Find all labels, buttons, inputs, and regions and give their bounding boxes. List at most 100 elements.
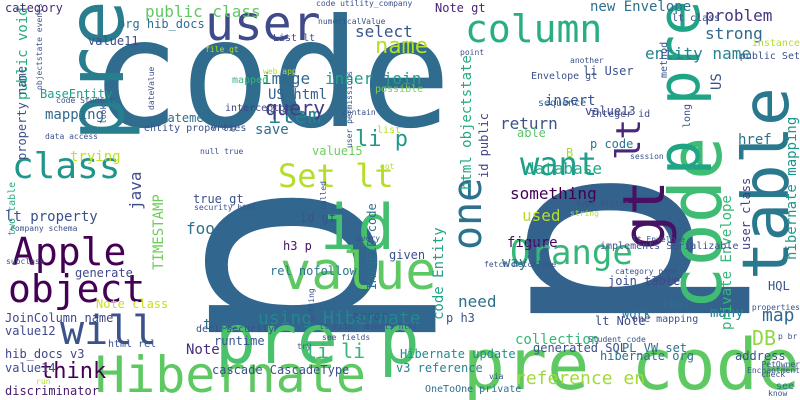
cloud-word: p pre <box>650 0 708 175</box>
cloud-word: possible <box>375 85 423 95</box>
cloud-word: value11 <box>88 35 139 47</box>
cloud-word: web app <box>263 68 297 76</box>
cloud-word: Set lt <box>278 160 394 192</box>
cloud-word: save <box>255 123 289 137</box>
cloud-word: another <box>570 57 604 65</box>
cloud-word: select <box>355 24 413 40</box>
cloud-word: private Envelope <box>720 195 734 330</box>
cloud-word: Note gt <box>435 2 486 14</box>
cloud-word: java <box>128 171 144 210</box>
cloud-word: contain <box>342 109 376 117</box>
cloud-word: error <box>352 310 388 322</box>
cloud-word: lt Envelope <box>632 236 685 244</box>
cloud-word: HQL <box>768 280 790 292</box>
cloud-word: B <box>566 147 573 159</box>
cloud-word: lt class <box>672 14 720 24</box>
cloud-word: numericalValue <box>318 18 385 26</box>
cloud-word: company schema <box>10 225 77 233</box>
cloud-word: every <box>356 235 380 243</box>
cloud-word: know <box>768 390 787 398</box>
cloud-word: html rel <box>108 340 156 350</box>
cloud-word: events html <box>365 323 418 331</box>
cloud-word: hibernate mapping <box>785 117 799 260</box>
cloud-word: properties <box>752 304 800 312</box>
cloud-word: v3 reference <box>396 362 483 374</box>
cloud-word: Integer id <box>590 110 650 120</box>
cloud-word: list <box>377 126 401 136</box>
cloud-word: li li <box>305 341 365 361</box>
cloud-word: IMAGEID code <box>366 203 378 290</box>
cloud-word: rel nofollow <box>270 265 357 277</box>
cloud-word: US html <box>268 88 327 102</box>
cloud-word: p code <box>590 138 633 150</box>
cloud-word: value14 <box>5 362 56 374</box>
cloud-word: data access <box>45 133 98 141</box>
cloud-word: code utility_company <box>316 0 412 8</box>
cloud-word: Thank <box>652 276 676 284</box>
cloud-word: user class <box>740 178 752 250</box>
cloud-word: got <box>380 163 394 171</box>
cloud-word: session <box>630 153 664 161</box>
cloud-word: database <box>525 161 602 177</box>
cloud-word: new Envelope <box>590 0 691 14</box>
cloud-word: OneToOne private <box>425 385 521 395</box>
cloud-word: US <box>710 73 724 90</box>
cloud-word: one mapping <box>632 315 698 325</box>
cloud-word: given <box>389 249 425 261</box>
cloud-word: value15 <box>312 145 363 157</box>
cloud-word: TIMESTAMP <box>152 194 166 270</box>
cloud-word: key <box>525 240 539 248</box>
cloud-word: decl security <box>196 325 274 335</box>
cloud-word: look <box>100 105 108 124</box>
cloud-word: List lt <box>273 34 315 44</box>
cloud-word: Hibernate update <box>400 348 516 360</box>
cloud-word: file gt <box>205 46 239 54</box>
cloud-word: category <box>5 2 63 14</box>
cloud-word: objectstate events <box>36 3 44 90</box>
cloud-word: h3 p <box>283 240 312 252</box>
cloud-word: security html <box>194 204 257 212</box>
cloud-word: tool <box>662 299 691 311</box>
cloud-word: statement <box>153 112 218 124</box>
cloud-word: p br <box>778 333 797 341</box>
cloud-word: Note class <box>96 298 168 310</box>
cloud-word: column <box>465 10 602 48</box>
cloud-word: interceptor <box>225 104 291 114</box>
cloud-word: generate <box>75 267 133 279</box>
cloud-word: runtime <box>214 335 265 347</box>
cloud-word: value12 <box>5 325 56 337</box>
cloud-word: href <box>738 133 772 147</box>
cloud-word: lt property <box>5 210 98 224</box>
cloud-word: p h3 <box>446 312 475 324</box>
cloud-word: DB <box>752 328 776 348</box>
cloud-word: method <box>660 42 670 78</box>
cloud-word: getting <box>308 288 316 322</box>
cloud-word: point <box>460 49 484 57</box>
cloud-word: null true <box>200 148 243 156</box>
cloud-word: discriminator <box>5 385 99 397</box>
cloud-word: JoinColumn name <box>5 312 113 324</box>
cloud-word: foo <box>186 221 215 237</box>
cloud-word: need <box>458 294 497 310</box>
cloud-word: reference en <box>515 370 645 388</box>
cloud-word: cascade CascadeType <box>212 364 349 376</box>
cloud-word: mapped <box>232 76 268 86</box>
cloud-word: fetch FetchType <box>484 261 556 269</box>
cloud-word: Envelope gt <box>531 72 597 82</box>
cloud-word: html objectstate <box>460 55 474 190</box>
cloud-word: id gt <box>300 212 336 224</box>
cloud-word: Student code <box>588 336 646 344</box>
cloud-word: hib_docs v3 <box>5 348 84 360</box>
cloud-word: insert <box>545 94 596 108</box>
cloud-word: via <box>489 373 503 381</box>
cloud-word: run <box>36 378 50 386</box>
cloud-word: long <box>683 104 693 128</box>
cloud-word: string <box>570 210 599 218</box>
cloud-word: subclass <box>6 258 45 266</box>
cloud-word: see fields <box>322 334 370 342</box>
cloud-word: mapping <box>45 108 104 122</box>
cloud-word: try <box>297 343 311 351</box>
cloud-word: org hib_docs <box>118 18 205 30</box>
cloud-word: instance <box>752 39 800 49</box>
cloud-word: type string <box>576 200 629 208</box>
